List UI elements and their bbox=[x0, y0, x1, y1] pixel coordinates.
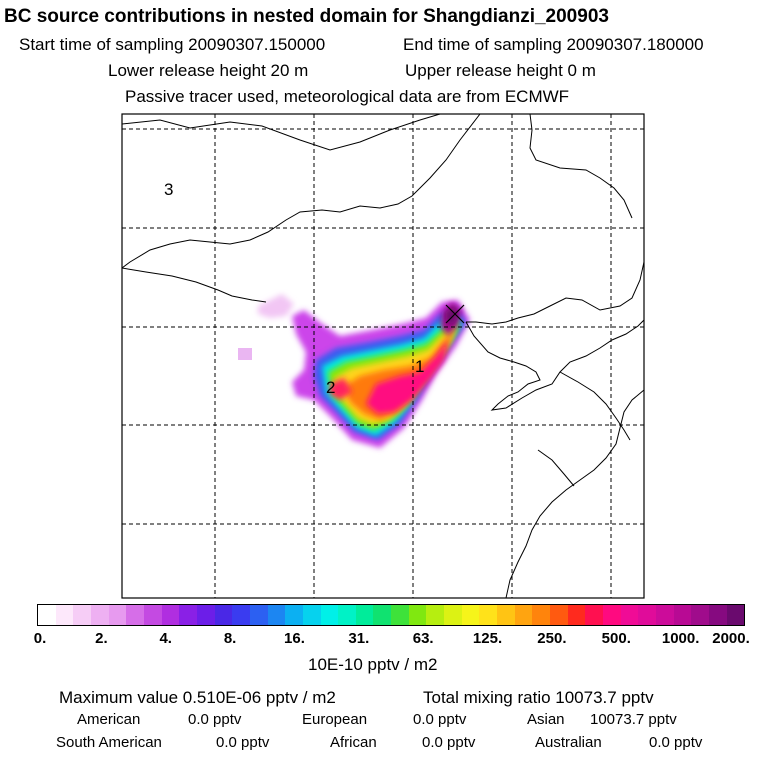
colorbar-cell bbox=[38, 605, 56, 625]
colorbar-cell bbox=[391, 605, 409, 625]
lower-release-label: Lower release height 20 m bbox=[108, 61, 309, 80]
colorbar-tick-label: 4. bbox=[159, 630, 172, 647]
colorbar-cell bbox=[497, 605, 515, 625]
colorbar-cell bbox=[249, 605, 268, 625]
colorbar-cell bbox=[196, 605, 215, 625]
colorbar-tick-label: 31. bbox=[348, 630, 370, 647]
chart-title: BC source contributions in nested domain… bbox=[4, 6, 609, 27]
colorbar-cell bbox=[567, 605, 586, 625]
colorbar-unit-label: 10E-10 pptv / m2 bbox=[308, 655, 438, 674]
max-value-label: Maximum value 0.510E-06 pptv / m2 bbox=[59, 688, 336, 707]
colorbar-cell bbox=[355, 605, 374, 625]
australian-value: 0.0 pptv bbox=[649, 734, 703, 751]
colorbar-tick-label: 16. bbox=[284, 630, 305, 647]
colorbar-cell bbox=[108, 605, 127, 625]
colorbar-tick-label: 0. bbox=[33, 630, 47, 647]
colorbar-cell bbox=[408, 605, 427, 625]
coastline-layer bbox=[122, 114, 644, 598]
start-time-label: Start time of sampling 20090307.150000 bbox=[19, 35, 326, 54]
colorbar-cell bbox=[708, 605, 727, 625]
colorbar-cell bbox=[161, 605, 180, 625]
end-time-label: End time of sampling 20090307.180000 bbox=[403, 35, 704, 54]
colorbar-tick-label: 8. bbox=[223, 630, 237, 647]
colorbar-cell bbox=[726, 605, 745, 625]
colorbar-cell bbox=[320, 605, 339, 625]
colorbar-cell bbox=[655, 605, 674, 625]
colorbar-cell bbox=[532, 605, 551, 625]
colorbar-cell bbox=[126, 605, 144, 625]
region-label-2: 2 bbox=[326, 378, 335, 397]
colorbar-cell bbox=[444, 605, 462, 625]
region-label-3: 3 bbox=[164, 180, 173, 199]
map-frame bbox=[121, 113, 645, 599]
upper-release-label: Upper release height 0 m bbox=[405, 61, 596, 80]
colorbar-tick-label: 125. bbox=[472, 630, 503, 647]
colorbar-tick-label: 2. bbox=[95, 630, 108, 647]
colorbar-cell bbox=[73, 605, 91, 625]
colorbar-cell bbox=[55, 605, 74, 625]
colorbar-cell bbox=[302, 605, 321, 625]
colorbar-cell bbox=[426, 605, 445, 625]
australian-label: Australian bbox=[535, 734, 602, 751]
region-label-1: 1 bbox=[415, 357, 424, 376]
african-label: African bbox=[330, 734, 377, 751]
colorbar-cell bbox=[338, 605, 356, 625]
south-american-value: 0.0 pptv bbox=[216, 734, 270, 751]
colorbar-cell bbox=[232, 605, 250, 625]
colorbar-cell bbox=[90, 605, 109, 625]
colorbar-cell bbox=[373, 605, 392, 625]
cross-icon bbox=[445, 304, 465, 324]
colorbar-tick-label: 1000. bbox=[661, 630, 700, 647]
colorbar-cell bbox=[603, 605, 621, 625]
south-american-label: South American bbox=[56, 734, 162, 751]
colorbar-cell bbox=[514, 605, 533, 625]
american-label: American bbox=[77, 711, 141, 728]
colorbar-tick-label: 2000. bbox=[712, 630, 750, 647]
colorbar-cell bbox=[214, 605, 233, 625]
colorbar-cell bbox=[585, 605, 603, 625]
colorbar-cell bbox=[673, 605, 692, 625]
asian-label: Asian bbox=[527, 711, 565, 728]
colorbar-cell bbox=[179, 605, 197, 625]
total-mixing-label: Total mixing ratio 10073.7 pptv bbox=[423, 688, 654, 707]
colorbar-cell bbox=[285, 605, 303, 625]
colorbar-cell bbox=[620, 605, 639, 625]
colorbar-tick-label: 250. bbox=[537, 630, 567, 647]
colorbar bbox=[37, 604, 745, 626]
american-value: 0.0 pptv bbox=[188, 711, 242, 728]
tracer-info-label: Passive tracer used, meteorological data… bbox=[125, 87, 570, 106]
colorbar-tick-label: 63. bbox=[412, 630, 434, 647]
plume-layer bbox=[238, 294, 470, 448]
colorbar-cell bbox=[638, 605, 656, 625]
colorbar-cell bbox=[479, 605, 498, 625]
asian-value: 10073.7 pptv bbox=[590, 711, 677, 728]
colorbar-cell bbox=[267, 605, 286, 625]
european-label: European bbox=[302, 711, 368, 728]
colorbar-cell bbox=[461, 605, 480, 625]
colorbar-cell bbox=[143, 605, 162, 625]
colorbar-tick-label: 500. bbox=[601, 630, 631, 647]
colorbar-cell bbox=[550, 605, 568, 625]
african-value: 0.0 pptv bbox=[422, 734, 476, 751]
colorbar-cell bbox=[691, 605, 709, 625]
lat-lon-grid bbox=[122, 114, 644, 598]
european-value: 0.0 pptv bbox=[413, 711, 467, 728]
